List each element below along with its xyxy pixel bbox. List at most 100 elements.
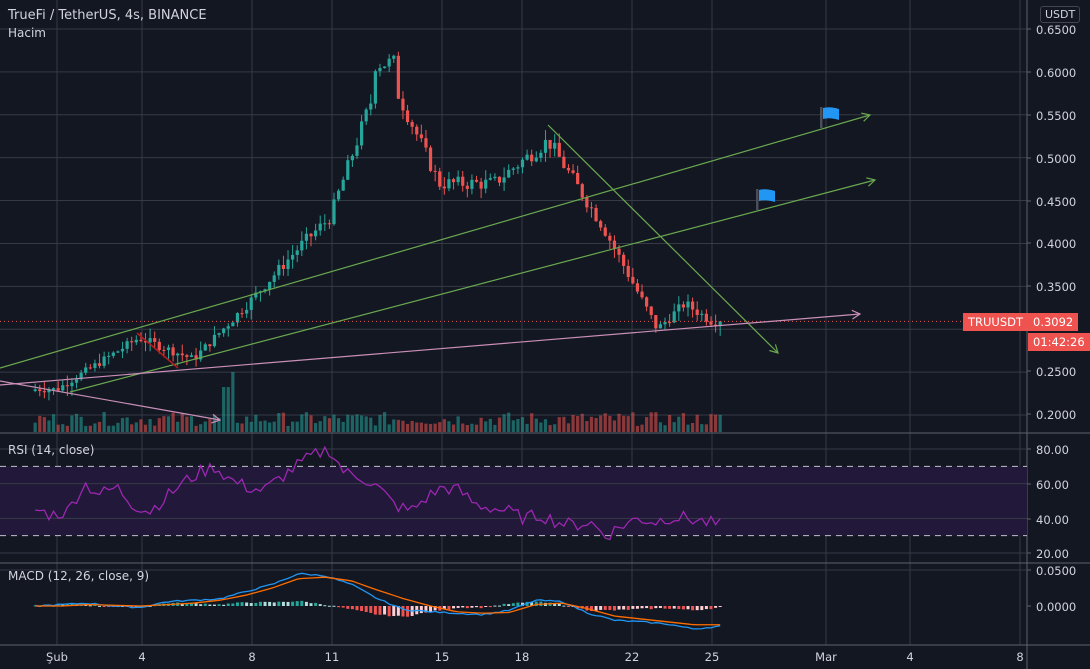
- macd-histogram-bar: [704, 606, 708, 610]
- time-tick: Mar: [815, 650, 837, 664]
- volume-bar: [153, 425, 157, 432]
- macd-histogram-bar: [419, 606, 423, 614]
- volume-bar: [102, 412, 106, 432]
- macd-histogram-bar: [465, 606, 469, 609]
- channel-lower-line: [69, 179, 876, 393]
- volume-bar: [245, 416, 249, 432]
- macd-histogram-bar: [677, 606, 681, 610]
- volume-bar: [695, 414, 699, 432]
- macd-histogram-bar: [107, 606, 111, 607]
- volume-bar: [410, 420, 414, 432]
- volume-bar: [272, 421, 276, 432]
- candle-body: [479, 181, 483, 189]
- candle-body: [102, 356, 106, 366]
- candle-body: [548, 139, 552, 149]
- price-tick: 0.6000: [1036, 66, 1077, 80]
- volume-bar: [203, 421, 207, 432]
- candle-body: [668, 322, 672, 324]
- time-tick: 15: [434, 650, 450, 664]
- volume-bar: [199, 424, 203, 432]
- volume-bar: [713, 414, 718, 432]
- volume-bar: [718, 414, 722, 432]
- price-tick: 0.4500: [1036, 195, 1077, 209]
- volume-bar: [355, 414, 359, 432]
- volume-bar: [281, 412, 286, 432]
- currency-unit-button[interactable]: USDT: [1040, 6, 1081, 23]
- candle-body: [424, 138, 428, 148]
- volume-bar: [254, 414, 258, 432]
- volume-bar: [162, 416, 166, 432]
- macd-tick: 0.0000: [1036, 600, 1077, 614]
- candle-body: [120, 348, 125, 352]
- candle-body: [677, 304, 681, 312]
- price-tick: 0.2000: [1036, 408, 1077, 422]
- macd-histogram-bar: [511, 603, 515, 606]
- volume-bar: [686, 424, 690, 432]
- macd-legend: MACD (12, 26, close, 9): [8, 569, 150, 583]
- candle-body: [594, 207, 598, 222]
- macd-histogram-bar: [373, 606, 377, 615]
- volume-bar: [594, 417, 598, 432]
- volume-bar: [93, 423, 97, 432]
- volume-bar: [507, 412, 511, 432]
- candle-body: [585, 197, 589, 208]
- candle-body: [281, 264, 286, 269]
- volume-bar: [97, 421, 102, 432]
- volume-bar: [534, 418, 538, 432]
- candle-body: [318, 223, 322, 231]
- volume-bar: [709, 414, 713, 432]
- candle-body: [364, 109, 368, 122]
- macd-histogram-bar: [281, 601, 285, 606]
- rsi-tick: 80.00: [1036, 443, 1069, 457]
- macd-histogram-bar: [640, 606, 644, 609]
- volume-bar: [304, 412, 309, 432]
- volume-bar: [180, 413, 184, 432]
- candle-body: [309, 233, 313, 237]
- candle-body: [153, 338, 157, 342]
- volume-bar: [107, 425, 111, 432]
- volume-bar: [277, 413, 281, 432]
- macd-histogram-bar: [649, 606, 653, 610]
- time-tick: 18: [514, 650, 530, 664]
- volume-bar: [226, 387, 230, 432]
- candle-body: [65, 385, 69, 387]
- candle-body: [525, 154, 529, 160]
- candle-body: [148, 338, 152, 343]
- volume-bar: [576, 416, 580, 432]
- candle-body: [373, 71, 377, 104]
- flag-icon-pole: [756, 189, 759, 210]
- candle-body: [97, 363, 102, 366]
- macd-histogram-bar: [456, 606, 460, 608]
- volume-bar: [419, 422, 423, 432]
- volume-bar: [663, 425, 667, 432]
- candle-body: [125, 341, 129, 349]
- volume-bar: [645, 417, 649, 432]
- volume-bar: [461, 423, 465, 432]
- candle-body: [405, 110, 410, 123]
- volume-bar: [428, 423, 433, 432]
- macd-histogram-bar: [718, 606, 722, 607]
- macd-histogram-bar: [304, 601, 308, 606]
- volume-bar: [392, 419, 396, 432]
- volume-bar: [543, 419, 548, 432]
- volume-bar: [553, 424, 557, 432]
- time-tick: 4: [138, 650, 146, 664]
- candle-body: [51, 388, 56, 390]
- macd-histogram-bar: [309, 603, 313, 606]
- volume-bar: [603, 413, 607, 432]
- macd-histogram-bar: [507, 604, 511, 606]
- candle-body: [226, 326, 230, 329]
- volume-bar: [640, 424, 644, 432]
- volume-bar: [612, 420, 617, 432]
- candle-body: [79, 372, 83, 380]
- macd-histogram-bar: [461, 606, 465, 608]
- volume-bar: [456, 416, 460, 432]
- macd-histogram-bar: [295, 601, 299, 606]
- last-price-label: 0.3092: [1028, 313, 1079, 331]
- volume-bar: [599, 415, 603, 432]
- volume-bar: [465, 425, 469, 432]
- volume-bar: [79, 416, 83, 432]
- macd-histogram-bar: [291, 601, 295, 606]
- volume-bar: [291, 421, 295, 432]
